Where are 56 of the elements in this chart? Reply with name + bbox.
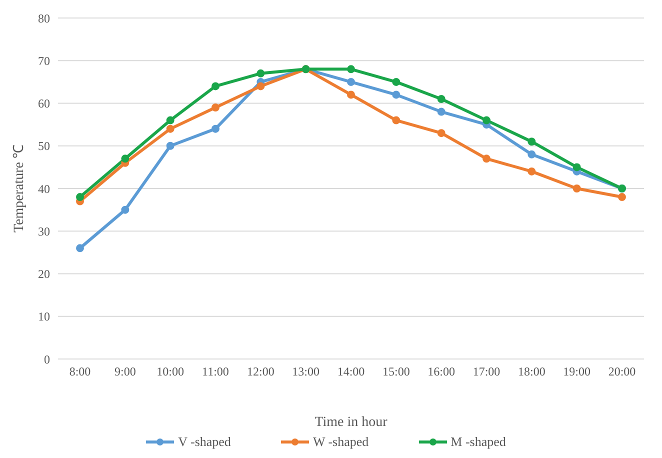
point <box>618 193 626 202</box>
point <box>392 78 400 86</box>
x-axis-title: Time in hour <box>314 415 388 430</box>
y-tick-label: 70 <box>38 54 50 68</box>
x-tick-label: 10:00 <box>156 364 184 379</box>
point <box>528 167 536 176</box>
point <box>392 116 400 124</box>
x-tick-label: 16:00 <box>428 364 456 379</box>
x-tick-label: 14:00 <box>337 364 365 379</box>
y-tick-label: 0 <box>44 352 50 366</box>
x-tick-label: 18:00 <box>518 364 546 379</box>
y-tick-label: 20 <box>38 267 50 282</box>
point <box>76 244 84 252</box>
point <box>76 193 84 202</box>
point <box>347 78 355 86</box>
x-tick-label: 15:00 <box>382 364 410 379</box>
point <box>212 124 220 133</box>
point <box>166 142 174 150</box>
point <box>572 163 581 172</box>
point <box>166 124 174 133</box>
legend-label: M -shaped <box>450 434 506 450</box>
x-tick-label: 8:00 <box>69 364 91 379</box>
point <box>528 150 536 158</box>
legend-label: W -shaped <box>312 434 369 450</box>
x-tick-label: 12:00 <box>246 364 274 379</box>
y-axis-title: Temperature ℃ <box>12 144 27 233</box>
point <box>347 90 355 99</box>
x-tick-label: 20:00 <box>608 364 636 379</box>
x-tick-label: 17:00 <box>472 364 500 379</box>
point <box>482 154 490 163</box>
point <box>121 154 130 163</box>
point <box>482 116 490 124</box>
point <box>437 94 446 103</box>
point <box>392 90 400 99</box>
legend-label: V -shaped <box>178 434 231 450</box>
x-tick-label: 19:00 <box>563 364 591 379</box>
point <box>347 65 355 74</box>
point <box>212 82 220 90</box>
y-tick-label: 10 <box>38 310 50 324</box>
point <box>437 108 446 116</box>
point <box>437 129 446 138</box>
y-tick-label: 60 <box>38 96 50 111</box>
point <box>256 82 265 90</box>
y-tick-label: 50 <box>38 139 50 154</box>
y-tick-label: 40 <box>38 182 50 196</box>
x-tick-label: 9:00 <box>114 364 136 379</box>
x-tick-label: 11:00 <box>202 364 229 379</box>
point <box>121 206 130 214</box>
point <box>256 69 265 78</box>
y-tick-label: 30 <box>38 224 50 238</box>
point <box>572 184 581 192</box>
y-tick-label: 80 <box>38 11 50 26</box>
point <box>166 116 174 124</box>
point <box>528 138 536 146</box>
point <box>212 104 220 112</box>
x-tick-label: 13:00 <box>292 364 320 379</box>
